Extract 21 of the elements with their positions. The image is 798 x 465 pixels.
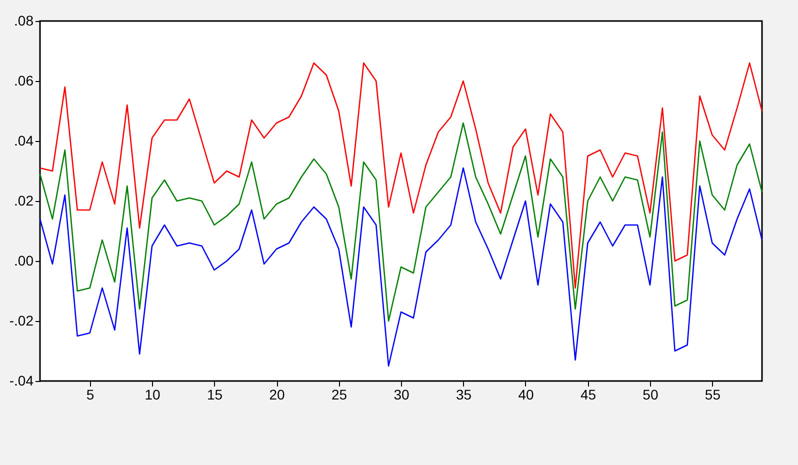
x-tick-label: 40 [518,386,534,402]
line-series [39,122,763,322]
y-tick-label: .06 [14,72,34,88]
x-tick-label: 5 [86,386,94,402]
line-series [39,62,763,289]
y-tick-label: .04 [14,132,34,148]
x-tick-label: 25 [331,386,348,402]
x-tick-label: 35 [456,386,472,402]
y-tick-label: .00 [14,252,34,268]
x-tick-label: 10 [144,386,161,402]
y-tick-label: .02 [14,192,34,208]
line-series [39,167,763,367]
y-tick-label: .08 [14,12,34,28]
x-tick-label: 55 [704,386,721,402]
x-tick-label: 15 [206,386,223,402]
x-tick-label: 30 [394,386,410,402]
y-tick-label: -.04 [9,372,34,388]
x-tick-label: 50 [642,386,658,402]
y-tick-label: -.02 [9,312,34,328]
x-tick-label: 20 [269,386,286,402]
x-tick-label: 45 [580,386,596,402]
